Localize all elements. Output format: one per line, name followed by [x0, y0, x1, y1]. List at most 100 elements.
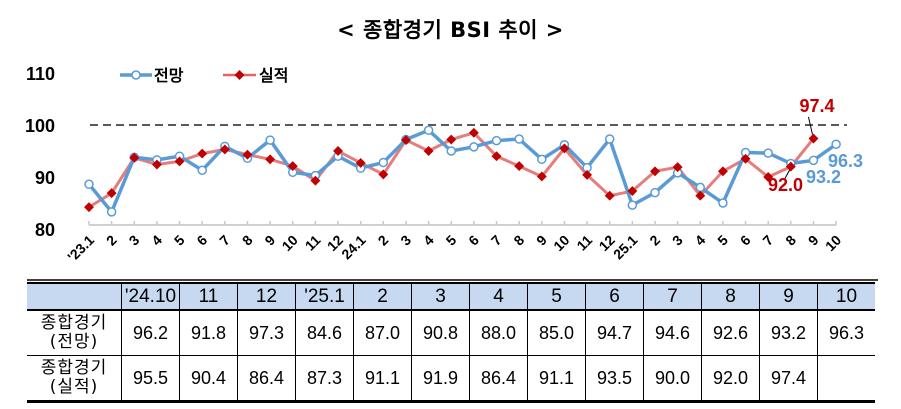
actual-marker: [785, 161, 796, 172]
actual-marker: [378, 169, 389, 180]
legend-actual-label: 실적: [259, 66, 288, 85]
table-header-cell: 4: [469, 282, 528, 311]
actual-marker: [310, 175, 321, 186]
table-cell: 97.4: [759, 355, 818, 403]
x-tick-label: 8: [782, 232, 799, 249]
actual-marker: [763, 172, 774, 182]
table-row: 종합경기 (실적) 95.5 90.4 86.4 87.3 91.1 91.9 86.4 91.1…: [27, 355, 875, 403]
chart-title: < 종합경기 BSI 추이 >: [337, 18, 564, 42]
x-tick-label: 7: [216, 232, 233, 249]
series-forecast-line: [87, 128, 838, 216]
annotation-actual-prev: 92.0: [768, 175, 803, 195]
forecast-marker: [537, 154, 547, 165]
table-cell: 95.5: [121, 355, 180, 403]
x-tick-label: 3: [669, 232, 686, 249]
legend: 전망 실적: [120, 66, 288, 85]
table-cell: 91.8: [179, 309, 238, 356]
x-tick-label: 2: [375, 232, 392, 249]
x-tick-label: 2: [646, 232, 663, 249]
actual-marker: [672, 162, 683, 173]
forecast-marker: [378, 157, 389, 168]
table-cell: 94.7: [585, 309, 644, 356]
table-header-row: '24.10 11 12'25.1 2 3 4 5 6 7 8 9 10: [27, 282, 875, 311]
actual-marker: [423, 146, 434, 156]
x-tick-label: 6: [465, 232, 482, 249]
x-tick-label: 25.1: [610, 232, 641, 263]
x-tick-label: 7: [759, 232, 776, 249]
annotation-actual-latest: 97.4: [799, 96, 834, 116]
table-cell: 90.0: [643, 355, 702, 403]
table-cell: 92.6: [701, 309, 760, 356]
forecast-marker: [265, 135, 275, 145]
forecast-marker: [514, 134, 524, 144]
table-cell: 91.1: [353, 355, 412, 403]
x-tick-label: 24.1: [338, 232, 369, 263]
actual-marker: [106, 188, 117, 199]
x-tick-label: 5: [443, 232, 460, 249]
y-axis: 80 90 100 110: [25, 64, 55, 240]
actual-marker: [468, 127, 479, 138]
x-tick-label: 9: [805, 232, 822, 249]
actual-marker: [333, 146, 343, 156]
forecast-marker: [491, 135, 502, 146]
table-cell: [817, 355, 875, 403]
x-tick-label: 6: [193, 232, 210, 249]
forecast-marker: [197, 165, 207, 175]
actual-marker: [151, 159, 162, 170]
table-cell: 86.4: [237, 355, 296, 403]
table-header-cell: 7: [643, 282, 702, 311]
row-label-line1: 종합경기: [40, 313, 108, 333]
actual-marker: [84, 202, 94, 213]
x-tick-label: 2: [103, 232, 120, 249]
x-tick-label: 5: [714, 232, 731, 249]
table-header-cell: '24.10: [121, 282, 180, 311]
actual-marker: [740, 153, 751, 164]
forecast-marker: [469, 142, 479, 152]
x-tick-label: 11: [573, 232, 595, 254]
x-tick-label: 5: [171, 232, 188, 249]
table-cell: 91.9: [411, 355, 470, 403]
forecast-marker: [446, 146, 456, 156]
y-tick-label: 100: [25, 116, 55, 136]
actual-marker: [265, 154, 276, 165]
table-cell: 93.2: [759, 309, 818, 356]
x-tick-label: 4: [692, 232, 709, 249]
forecast-marker: [423, 125, 434, 135]
table-cell: 91.1: [527, 355, 586, 403]
table-header-cell: 8: [701, 282, 760, 311]
series-lines: [84, 125, 841, 217]
x-tick-label: 10: [550, 232, 572, 254]
table-cell: 96.2: [121, 309, 180, 356]
forecast-marker: [84, 179, 94, 190]
table-header-cell: 5: [527, 282, 586, 311]
table-header-cell: 12: [237, 282, 296, 311]
actual-marker: [491, 151, 502, 162]
annotation-leader: [807, 116, 813, 135]
table-cell: 93.5: [585, 355, 644, 403]
x-tick-label: 4: [420, 232, 437, 249]
row-label: 종합경기 (실적): [27, 355, 122, 403]
x-tick-label: 8: [239, 232, 256, 249]
table-cell: 90.4: [179, 355, 238, 403]
actual-marker: [717, 166, 728, 177]
forecast-marker: [763, 148, 773, 158]
row-label: 종합경기 (전망): [27, 309, 122, 356]
x-tick-label: 8: [510, 232, 527, 249]
actual-marker: [559, 143, 570, 154]
actual-marker: [219, 144, 230, 155]
actual-marker: [514, 161, 525, 172]
actual-marker: [287, 161, 298, 172]
actual-marker: [808, 133, 819, 144]
actual-marker: [536, 171, 547, 182]
table-header-cell: 10: [817, 282, 875, 311]
bsi-table: '24.10 11 12'25.1 2 3 4 5 6 7 8 9 10 종합경기 (전망) 96.2 91…: [27, 282, 875, 403]
y-tick-label: 90: [35, 168, 55, 188]
row-label-line1: 종합경기: [40, 358, 108, 378]
actual-marker: [446, 134, 457, 145]
forecast-marker: [831, 139, 841, 149]
data-annotations: 97.4 92.0 93.296.3: [768, 96, 863, 195]
table-header-cell: 11: [179, 282, 238, 311]
table-cell: 87.3: [295, 355, 354, 403]
